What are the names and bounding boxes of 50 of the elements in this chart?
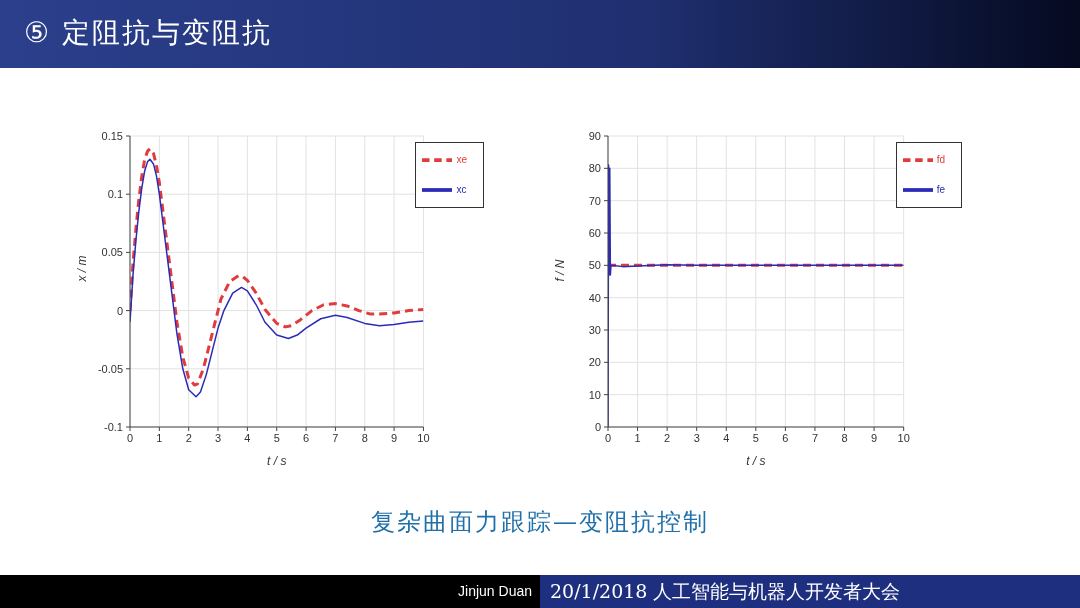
x-tick-label: 6 [303, 431, 310, 444]
y-tick-label: 0 [594, 420, 601, 433]
x-tick-label: 1 [634, 431, 641, 444]
y-tick-label: 10 [588, 388, 601, 401]
x-tick-label: 8 [841, 431, 848, 444]
x-tick-label: 6 [782, 431, 789, 444]
text: ⑤ 定阻抗与变阻抗 [24, 15, 273, 51]
y-axis-title: x / m [75, 255, 90, 283]
text: 20/1/2018 人工智能与机器人开发者大会 [550, 579, 901, 604]
x-tick-label: 10 [417, 431, 430, 444]
x-axis-title: t / s [267, 454, 287, 468]
y-tick-label: 0.1 [107, 188, 123, 201]
legend-label: xc [456, 183, 467, 195]
text: 复杂曲面力跟踪—变阻抗控制 [370, 507, 710, 538]
y-tick-label: 90 [588, 129, 601, 142]
x-tick-label: 1 [156, 431, 163, 444]
x-tick-label: 4 [723, 431, 730, 444]
x-tick-label: 7 [332, 431, 339, 444]
x-tick-label: 8 [361, 431, 368, 444]
y-tick-label: 60 [588, 226, 601, 239]
legend-label: fd [936, 153, 945, 165]
x-tick-label: 3 [693, 431, 700, 444]
y-tick-label: 70 [588, 194, 601, 207]
x-tick-label: 5 [273, 431, 280, 444]
legend-label: fe [936, 183, 945, 195]
text: Jinjun Duan [458, 583, 532, 599]
y-axis-title: f / N [553, 259, 568, 282]
y-tick-label: -0.05 [97, 362, 123, 375]
y-tick-label: 20 [588, 356, 601, 369]
x-tick-label: 9 [391, 431, 398, 444]
x-tick-label: 10 [897, 431, 910, 444]
x-tick-label: 2 [185, 431, 192, 444]
x-tick-label: 4 [244, 431, 251, 444]
x-tick-label: 0 [126, 431, 134, 444]
y-tick-label: 80 [588, 162, 601, 175]
x-axis-title: t / s [746, 454, 766, 468]
x-tick-label: 0 [604, 431, 612, 444]
x-tick-label: 7 [811, 431, 819, 444]
x-tick-label: 9 [871, 431, 878, 444]
x-tick-label: 3 [214, 431, 222, 444]
y-tick-label: 50 [588, 259, 601, 272]
legend-label: xe [456, 153, 467, 165]
y-tick-label: 0.05 [101, 246, 123, 259]
y-tick-label: 40 [588, 291, 601, 304]
y-tick-label: -0.1 [104, 420, 123, 433]
x-tick-label: 2 [664, 431, 671, 444]
y-tick-label: 0 [116, 304, 123, 317]
y-tick-label: 30 [588, 323, 601, 336]
y-tick-label: 0.15 [101, 129, 123, 142]
x-tick-label: 5 [752, 431, 759, 444]
